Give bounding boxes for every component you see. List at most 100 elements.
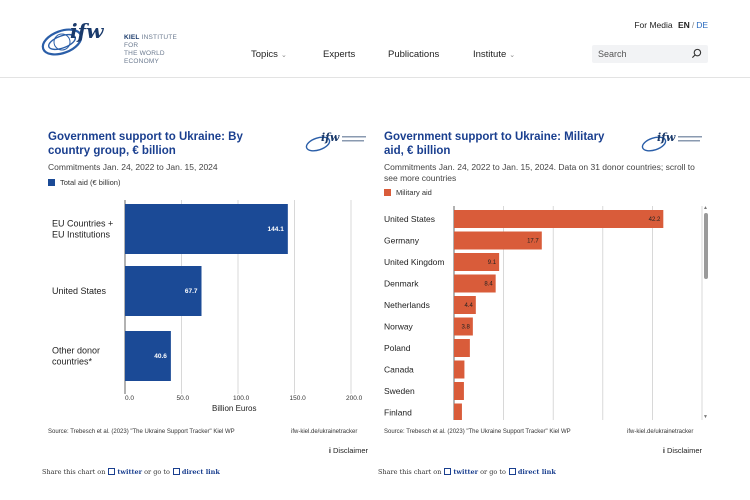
lang-separator: / <box>691 20 695 30</box>
category-label: Netherlands <box>384 300 430 310</box>
legend-swatch <box>48 179 55 186</box>
share-mid: or go to <box>144 468 170 476</box>
bar-chart-military-aid[interactable]: United States 42.2 Germany 17.7 United Kingd… <box>384 206 714 420</box>
share-bar-left: Share this chart on twitter or go to direc… <box>42 468 220 476</box>
share-prefix: Share this chart on <box>378 468 442 476</box>
search-input[interactable]: Search <box>592 45 708 63</box>
chart-panel-country-group: Government support to Ukraine: By countr… <box>48 126 378 486</box>
share-direct-link[interactable]: direct link <box>181 468 220 476</box>
category-label: United Kingdom <box>384 257 444 267</box>
bar[interactable] <box>454 403 462 421</box>
legend-swatch <box>384 189 391 196</box>
bar[interactable] <box>125 204 288 254</box>
external-link-icon <box>108 468 116 475</box>
bar[interactable] <box>454 296 476 314</box>
category-label: Norway <box>384 322 414 332</box>
external-link-icon <box>508 468 516 475</box>
scroll-up-icon[interactable]: ▲ <box>703 205 708 211</box>
nav-institute-label: Institute <box>473 49 507 60</box>
bar-value-label: 40.6 <box>154 353 167 360</box>
external-link-icon <box>172 468 180 475</box>
svg-text:ifw: ifw <box>657 131 676 144</box>
share-prefix: Share this chart on <box>42 468 106 476</box>
svg-text:ifw: ifw <box>321 131 340 144</box>
bar-value-label: 9.1 <box>488 260 497 266</box>
globe-logo-icon: ifw <box>41 19 104 56</box>
x-tick-label: 150.0 <box>290 395 307 402</box>
bar-value-label: 42.2 <box>649 217 661 223</box>
bar-value-label: 4.4 <box>464 303 473 309</box>
disclaimer-label: Disclaimer <box>666 446 702 455</box>
tracker-link[interactable]: ifw-kiel.de/ukrainetracker <box>291 429 358 435</box>
x-tick-label: 50.0 <box>177 395 190 402</box>
logo-tagline: KIEL INSTITUTE FOR THE WORLD ECONOMY <box>124 34 178 65</box>
scroll-down-icon[interactable]: ▼ <box>703 414 708 420</box>
external-link-icon <box>444 468 452 475</box>
bar[interactable] <box>125 331 171 381</box>
bar[interactable] <box>454 339 470 357</box>
chart-legend: Total aid (€ billion) <box>48 178 120 187</box>
chart-source: Source: Trebesch et al. (2023) "The Ukra… <box>48 429 235 435</box>
ifw-mini-logo-icon: ifw <box>305 131 366 152</box>
x-tick-label: 0.0 <box>125 395 134 402</box>
chart-source: Source: Trebesch et al. (2023) "The Ukra… <box>384 429 571 435</box>
info-icon: i <box>662 446 665 455</box>
chart-panel-military-aid: Government support to Ukraine: Military … <box>384 126 714 486</box>
category-label: United States <box>52 286 107 296</box>
bar-value-label: 8.4 <box>484 282 493 288</box>
chart-legend: Military aid <box>384 188 432 197</box>
category-label: Denmark <box>384 279 419 289</box>
disclaimer-link[interactable]: i Disclaimer <box>329 446 368 455</box>
search-icon[interactable] <box>691 48 702 59</box>
bar[interactable] <box>125 266 202 316</box>
share-twitter-link[interactable]: twitter <box>117 468 143 476</box>
chart-scrollbar[interactable]: ▲ ▼ <box>702 205 710 420</box>
bar-value-label: 17.7 <box>527 239 539 245</box>
nav-topics-label: Topics <box>251 49 278 60</box>
category-label: Poland <box>384 343 411 353</box>
nav-institute[interactable]: Institute ⌄ <box>473 49 515 60</box>
disclaimer-link[interactable]: i Disclaimer <box>663 446 702 455</box>
scroll-thumb[interactable] <box>704 213 708 279</box>
x-axis-title: Billion Euros <box>212 404 256 413</box>
bar[interactable] <box>454 360 465 379</box>
share-mid: or go to <box>480 468 506 476</box>
chart-svg: 0.0 50.0 100.0 150.0 200.0 Billion Euros 144.1… <box>52 200 363 413</box>
x-tick-label: 200.0 <box>346 395 363 402</box>
nav-publications[interactable]: Publications <box>388 49 439 60</box>
category-label: Sweden <box>384 386 415 396</box>
category-label: Other donor countries* <box>52 346 100 367</box>
x-tick-label: 100.0 <box>233 395 250 402</box>
category-label: Finland <box>384 408 412 418</box>
legend-label: Total aid (€ billion) <box>60 178 121 187</box>
category-label: United States <box>384 214 435 224</box>
chart-title: Government support to Ukraine: By countr… <box>48 131 243 157</box>
legend-label: Military aid <box>396 188 432 197</box>
bar[interactable] <box>454 317 473 336</box>
bar[interactable] <box>454 210 664 228</box>
ifw-mini-logo-icon: ifw <box>641 131 702 152</box>
bar-chart-country-group: 0.0 50.0 100.0 150.0 200.0 Billion Euros 144.1… <box>48 198 368 414</box>
nav-topics[interactable]: Topics ⌄ <box>251 49 287 60</box>
chart-subtitle: Commitments Jan. 24, 2022 to Jan. 15, 20… <box>384 162 695 183</box>
bar[interactable] <box>454 231 542 250</box>
tracker-link[interactable]: ifw-kiel.de/ukrainetracker <box>627 429 694 435</box>
chevron-down-icon: ⌄ <box>509 52 516 59</box>
for-media-link[interactable]: For Media <box>634 20 673 30</box>
bar[interactable] <box>454 253 500 271</box>
lang-de-link[interactable]: DE <box>696 20 708 30</box>
category-label: Canada <box>384 365 414 375</box>
chevron-down-icon: ⌄ <box>280 52 287 59</box>
bar[interactable] <box>454 382 464 400</box>
search-placeholder: Search <box>598 49 627 59</box>
share-twitter-link[interactable]: twitter <box>453 468 479 476</box>
nav-experts-label: Experts <box>323 49 356 60</box>
ifw-logo[interactable]: ifw KIEL INSTITUTE FOR THE WORLD ECONOMY <box>40 12 190 68</box>
share-direct-link[interactable]: direct link <box>517 468 556 476</box>
lang-en-link[interactable]: EN <box>678 20 690 30</box>
category-label: Germany <box>384 236 420 246</box>
chart-subtitle: Commitments Jan. 24, 2022 to Jan. 15, 20… <box>48 162 218 172</box>
nav-experts[interactable]: Experts <box>323 49 355 60</box>
bar[interactable] <box>454 274 496 293</box>
chart-title: Government support to Ukraine: Military … <box>384 131 605 157</box>
